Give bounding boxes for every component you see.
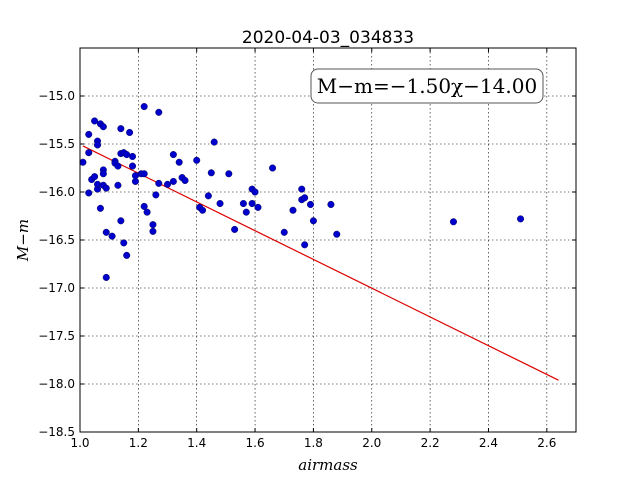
x-tick-label: 2.2 (421, 436, 440, 450)
data-point (242, 208, 250, 216)
data-point (155, 108, 163, 116)
data-point (94, 141, 102, 149)
points-layer (79, 103, 525, 281)
x-axis-label: airmass (298, 456, 358, 474)
data-point (129, 162, 137, 170)
data-point (155, 179, 163, 187)
data-point (140, 202, 148, 210)
data-point (96, 204, 104, 212)
data-point (85, 149, 93, 157)
y-tick-label: −15.0 (38, 89, 75, 103)
data-point (129, 152, 137, 160)
x-tick-label: 1.2 (129, 436, 148, 450)
data-point (91, 117, 99, 125)
y-tick-labels: −15.0 −15.5 −16.0 −16.5 −17.0 −17.5 −18.0 −18.5 (38, 89, 75, 439)
data-point (114, 181, 122, 189)
data-point (333, 230, 341, 238)
y-tick-label: −16.0 (38, 185, 75, 199)
data-point (126, 128, 134, 136)
chart-title: 2020-04-03_034833 (242, 28, 414, 48)
data-point (216, 200, 224, 208)
x-tick-label: 2.4 (479, 436, 498, 450)
data-point (140, 170, 148, 178)
x-tick-label: 1.6 (246, 436, 265, 450)
data-point (298, 185, 306, 193)
data-point (99, 123, 107, 131)
annotation-frame (310, 68, 544, 104)
data-point (149, 227, 157, 235)
data-point (117, 125, 125, 133)
data-point (269, 164, 277, 172)
data-point (239, 200, 247, 208)
data-point (94, 180, 102, 188)
data-point (102, 184, 110, 192)
data-point (301, 194, 309, 202)
y-tick-label: −18.0 (38, 377, 75, 391)
data-point (210, 138, 218, 146)
data-point (199, 206, 207, 214)
data-point (102, 228, 110, 236)
data-point (117, 217, 125, 225)
data-point (327, 200, 335, 208)
y-tick-label: −17.5 (38, 329, 75, 343)
x-tick-labels: 1.0 1.2 1.4 1.6 1.8 2.0 2.2 2.4 2.6 (70, 436, 556, 450)
data-point (152, 191, 160, 199)
x-tick-label: 1.0 (70, 436, 89, 450)
x-tick-label: 2.6 (537, 436, 556, 450)
data-point (143, 208, 151, 216)
data-point (164, 180, 172, 188)
y-axis-label: M−m (14, 219, 32, 262)
data-point (254, 203, 262, 211)
data-point (251, 188, 259, 196)
data-point (204, 192, 212, 200)
data-point (449, 218, 457, 226)
data-point (306, 200, 314, 208)
data-point (207, 169, 215, 177)
data-point (102, 273, 110, 281)
data-point (181, 176, 189, 184)
y-tick-label: −15.5 (38, 137, 75, 151)
data-point (517, 215, 525, 223)
data-point (169, 151, 177, 159)
y-tick-label: −16.5 (38, 233, 75, 247)
y-tick-label: −17.0 (38, 281, 75, 295)
annotation-text: M−m=−1.50χ−14.00 (317, 74, 537, 98)
data-point (309, 217, 317, 225)
annotation-box: M−m=−1.50χ−14.00 (310, 68, 544, 104)
data-point (85, 189, 93, 197)
data-point (225, 170, 233, 178)
data-point (193, 156, 201, 164)
data-point (301, 241, 309, 249)
data-point (79, 158, 87, 166)
data-point (289, 206, 297, 214)
data-point (280, 228, 288, 236)
data-point (123, 151, 131, 159)
fit-line (82, 145, 559, 381)
y-tick-label: −18.5 (38, 425, 75, 439)
x-tick-label: 1.8 (304, 436, 323, 450)
data-point (85, 130, 93, 138)
ticks (79, 48, 576, 433)
data-point (123, 251, 131, 259)
x-tick-label: 1.4 (187, 436, 206, 450)
data-point (248, 200, 256, 208)
data-point (131, 177, 139, 185)
x-tick-label: 2.0 (362, 436, 381, 450)
data-point (149, 221, 157, 229)
data-point (140, 103, 148, 111)
data-point (231, 225, 239, 233)
fit-line-layer (82, 145, 559, 381)
data-point (91, 173, 99, 181)
data-point (169, 177, 177, 185)
data-point (120, 239, 128, 247)
data-point (99, 170, 107, 178)
data-point (108, 232, 116, 240)
data-point (175, 158, 183, 166)
data-point (114, 162, 122, 170)
